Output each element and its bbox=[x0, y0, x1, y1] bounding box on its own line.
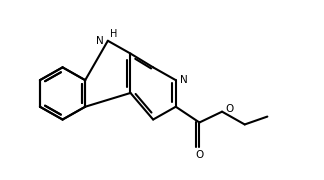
Text: O: O bbox=[225, 104, 233, 114]
Text: N: N bbox=[180, 75, 188, 85]
Text: N: N bbox=[96, 36, 104, 46]
Text: H: H bbox=[110, 29, 117, 39]
Text: O: O bbox=[195, 150, 203, 160]
